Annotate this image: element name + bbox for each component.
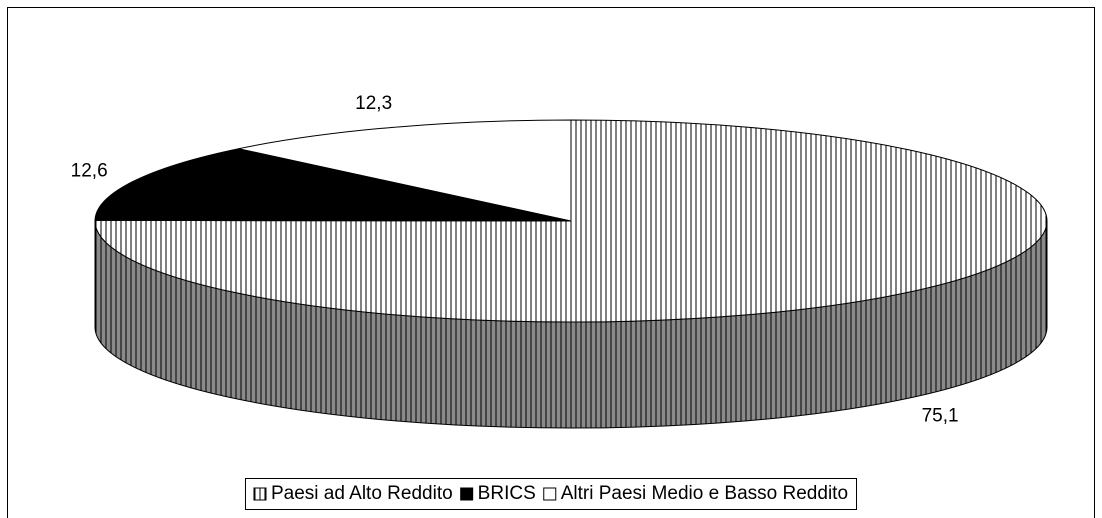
legend-label: BRICS	[478, 483, 536, 504]
data-label: 12,3	[355, 93, 392, 114]
legend-label: Paesi ad Alto Reddito	[271, 483, 453, 504]
data-label: 12,6	[71, 161, 108, 182]
slice	[94, 148, 572, 222]
legend-swatch	[460, 487, 474, 501]
legend-swatch	[543, 487, 557, 501]
data-label: 75,1	[922, 406, 959, 427]
legend-label: Altri Paesi Medio e Basso Reddito	[561, 483, 848, 504]
slice	[238, 119, 572, 222]
legend-frame	[244, 478, 858, 510]
legend: Paesi ad Alto Reddito BRICS Altri Paesi Me…	[253, 483, 848, 504]
slice	[94, 119, 1048, 323]
legend-swatch	[253, 487, 267, 501]
chart-frame	[7, 7, 1095, 518]
